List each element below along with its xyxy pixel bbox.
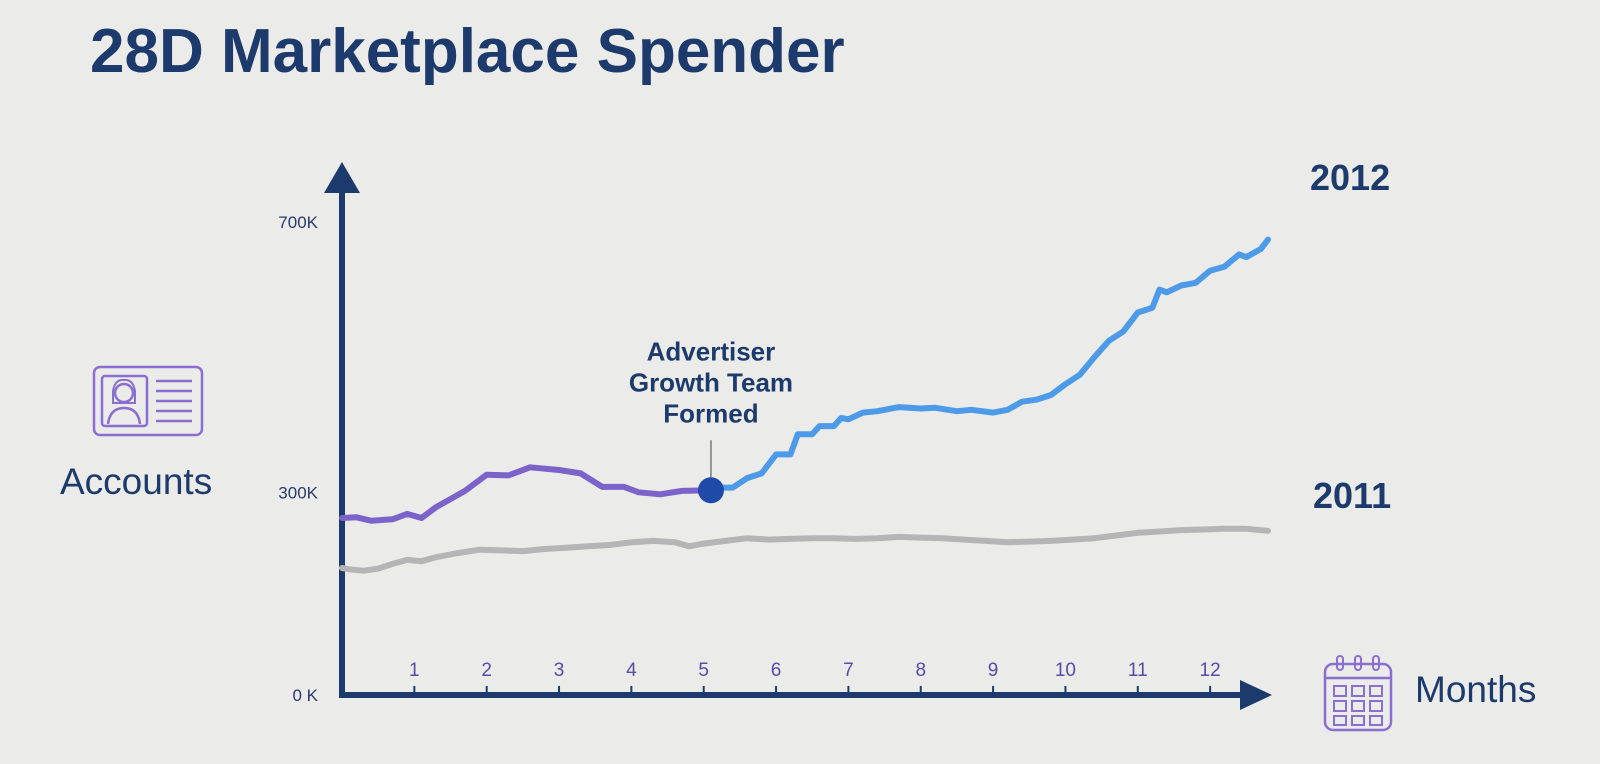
legend-2011: 2011 xyxy=(1313,475,1391,516)
x-tick-label: 12 xyxy=(1200,660,1221,681)
x-tick-label: 11 xyxy=(1128,660,1148,681)
x-axis-arrow xyxy=(1240,680,1272,710)
x-axis-label: Months xyxy=(1415,669,1536,710)
x-ticks: 1 2 3 4 5 6 7 8 9 10 11 12 xyxy=(409,660,1221,695)
x-tick-label: 4 xyxy=(626,660,637,681)
annotation-marker xyxy=(697,477,724,504)
x-tick-label: 6 xyxy=(771,660,782,681)
x-tick-label: 7 xyxy=(843,660,854,681)
x-tick-label: 8 xyxy=(915,660,926,681)
y-tick-label: 0 K xyxy=(292,686,318,705)
annotation-line-2: Growth Team xyxy=(629,367,793,397)
chart-title: 28D Marketplace Spender xyxy=(90,17,845,86)
y-axis-arrow xyxy=(324,162,360,193)
x-tick-label: 9 xyxy=(988,660,999,681)
y-tick-label: 300K xyxy=(278,483,318,502)
x-tick-label: 5 xyxy=(698,660,709,681)
series-2011-line xyxy=(339,525,1271,574)
series-layer xyxy=(339,236,1271,574)
annotation-line-1: Advertiser xyxy=(647,336,776,366)
id-card-icon xyxy=(92,365,204,437)
x-tick-label: 10 xyxy=(1055,660,1076,681)
axes xyxy=(324,162,1272,710)
x-tick-label: 2 xyxy=(481,660,492,681)
y-ticks: 0 K 300K 700K xyxy=(278,213,318,705)
y-tick-label: 700K xyxy=(278,213,318,232)
x-tick-label: 1 xyxy=(409,660,420,681)
legend-2012: 2012 xyxy=(1310,157,1390,198)
y-axis-label: Accounts xyxy=(60,461,212,502)
annotation-line-3: Formed xyxy=(663,398,758,428)
x-tick-label: 3 xyxy=(554,660,565,681)
annotation: Advertiser Growth Team Formed xyxy=(629,336,793,504)
series-2012-line-before xyxy=(339,464,714,524)
calendar-icon xyxy=(1323,655,1393,732)
series-2012-line-after xyxy=(708,236,1271,494)
